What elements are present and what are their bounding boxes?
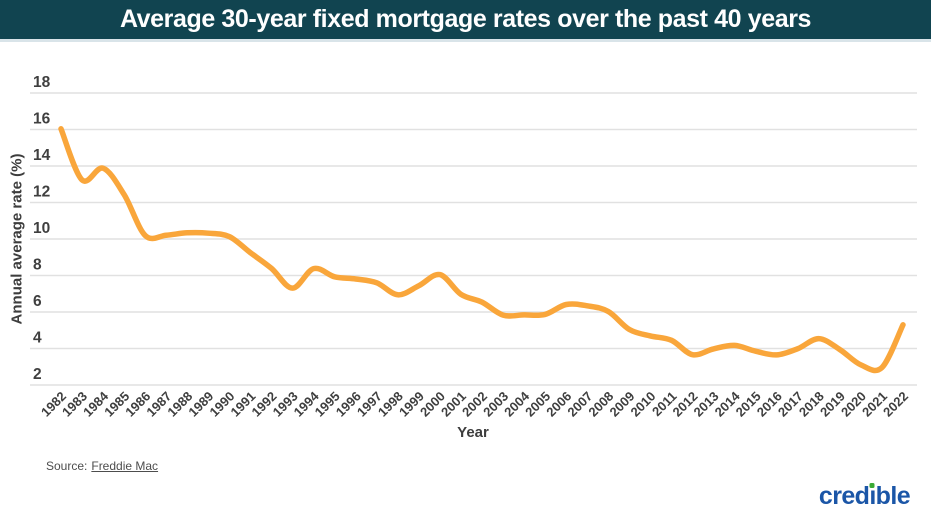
y-tick-label: 2 — [33, 366, 42, 383]
x-axis-title: Year — [457, 424, 489, 441]
source-prefix: Source: — [46, 459, 88, 473]
title-banner: Average 30-year fixed mortgage rates ove… — [0, 0, 931, 42]
chart-title: Average 30-year fixed mortgage rates ove… — [119, 5, 812, 33]
y-tick-label: 8 — [33, 257, 42, 274]
rate-line-series — [58, 126, 906, 374]
y-axis-title: Annual average rate (%) — [8, 153, 26, 325]
logo-letter-i: ı — [869, 482, 876, 510]
logo-green-dot-icon — [869, 483, 875, 488]
y-tick-label: 4 — [33, 330, 42, 347]
y-tick-label: 18 — [33, 74, 51, 91]
y-tick-label: 12 — [33, 184, 50, 201]
y-tick-label: 16 — [33, 111, 51, 128]
y-tick-label: 14 — [33, 147, 51, 164]
source-caption: Source: Freddie Mac — [46, 459, 158, 473]
logo-text-post: ble — [875, 482, 911, 510]
y-tick-label: 10 — [33, 220, 50, 237]
y-tick-label: 6 — [33, 293, 42, 310]
x-tick-label: 2022 — [880, 389, 911, 420]
source-link-freddie-mac[interactable]: Freddie Mac — [91, 459, 159, 473]
credible-logo: credı ble — [818, 482, 911, 511]
logo-text-pre: cred — [818, 482, 870, 510]
